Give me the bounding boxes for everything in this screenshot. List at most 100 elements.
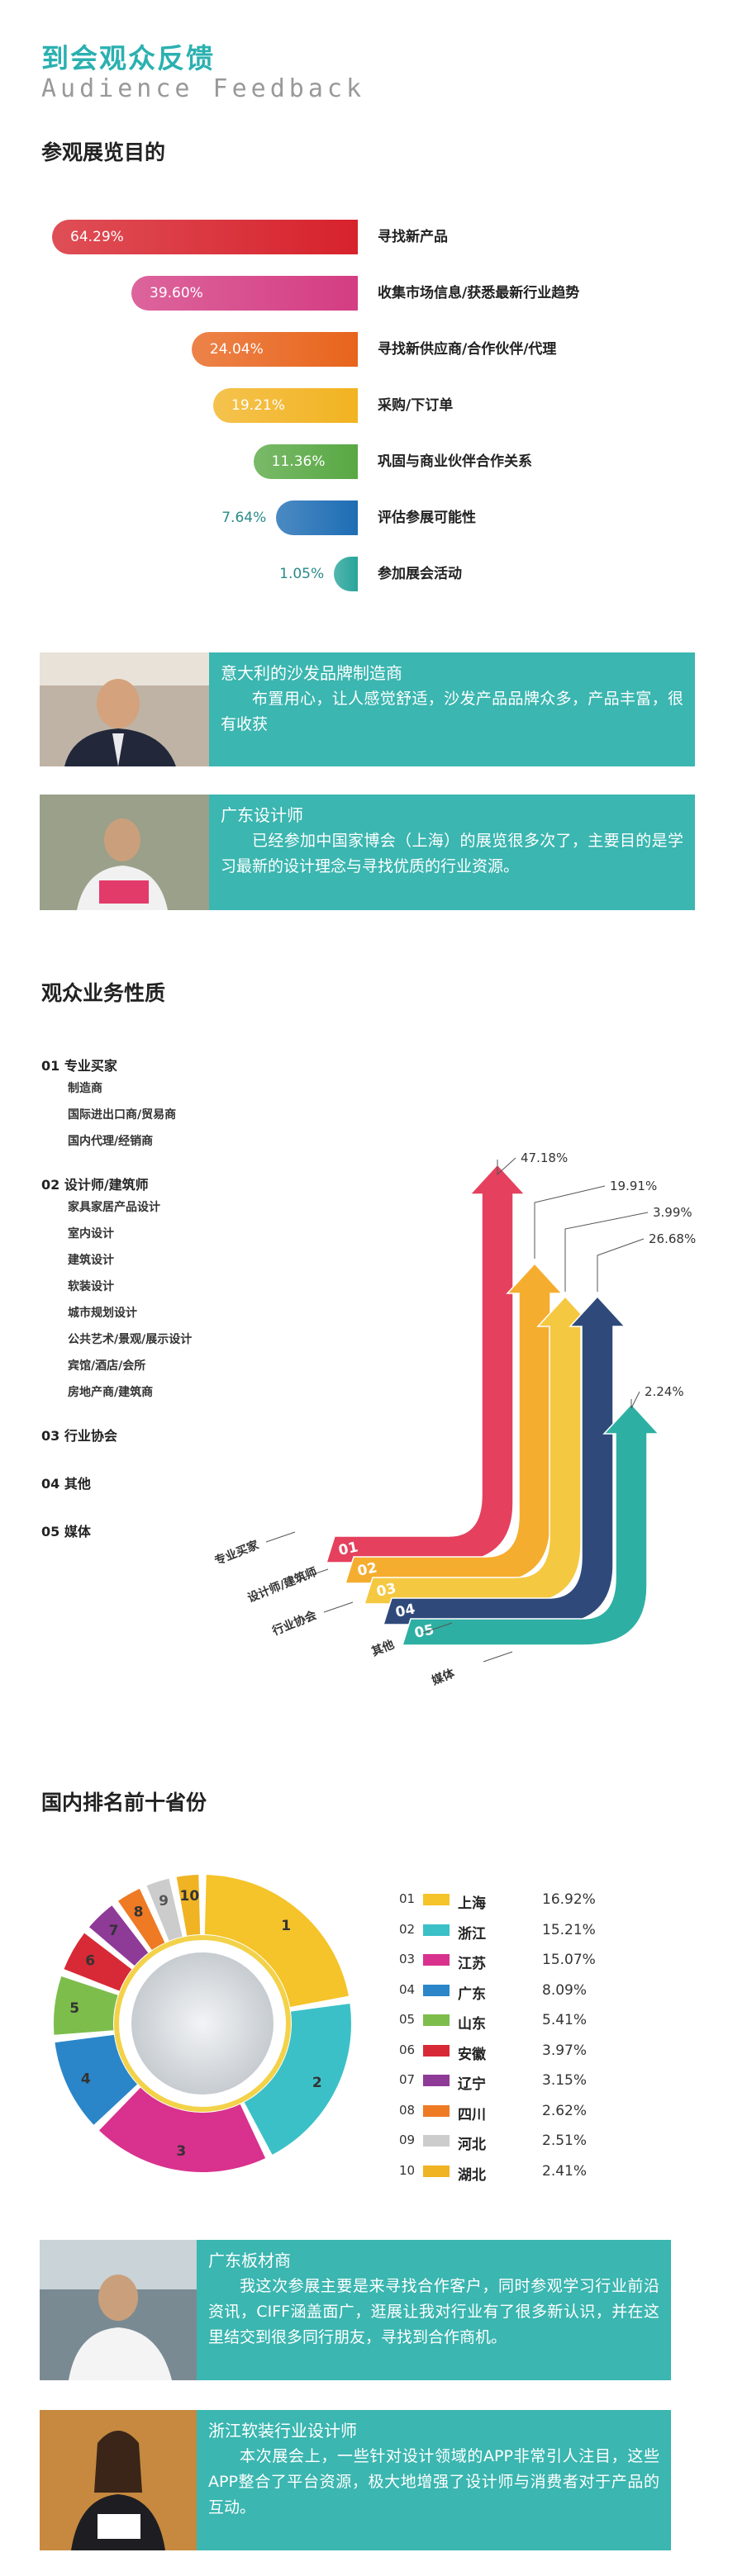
business-value-label: 26.68% [649, 1231, 696, 1246]
business-group-label: 05 媒体 [41, 1524, 91, 1539]
purpose-bar-label: 采购/下订单 [378, 397, 454, 414]
business-sub-item: 城市规划设计 [68, 1307, 137, 1320]
purpose-bar: 11.36% [253, 444, 358, 479]
testimonial-name: 浙江软装行业设计师 [208, 2421, 357, 2441]
province-slice-label: 5 [69, 2000, 79, 2017]
province-value: 2.51% [542, 2132, 588, 2149]
province-rank-number: 08 [399, 2102, 416, 2118]
province-rank-number: 06 [399, 2042, 416, 2057]
province-slice-label: 9 [159, 1893, 169, 1909]
province-slice [117, 1888, 165, 1951]
province-name: 四川 [458, 2106, 486, 2123]
business-sub-item: 宾馆/酒店/会所 [68, 1359, 146, 1373]
province-slice [244, 2003, 351, 2155]
purpose-bar [276, 500, 358, 535]
business-arrow [325, 1163, 526, 1563]
province-color-swatch [423, 1984, 450, 1996]
purpose-bar-label: 评估参展可能性 [378, 510, 476, 526]
purpose-bar-label: 参加展会活动 [378, 566, 462, 582]
business-leader-line [564, 1212, 649, 1292]
business-value-label: 47.18% [521, 1150, 568, 1165]
province-slice [204, 1875, 349, 2007]
business-sub-item: 建筑设计 [68, 1254, 114, 1267]
province-rank-number: 01 [399, 1891, 416, 1906]
business-value-label: 3.99% [653, 1205, 692, 1220]
purpose-bar-label: 寻找新供应商/合作伙伴/代理 [378, 341, 557, 358]
purpose-bar: 64.29% [52, 220, 358, 254]
business-group-label: 02 设计师/建筑师 [41, 1177, 149, 1193]
province-rank-number: 03 [399, 1952, 416, 1966]
province-slice [146, 1878, 183, 1941]
business-category-tick [298, 1568, 329, 1580]
province-rank-number: 05 [399, 2012, 416, 2027]
testimonial-text: 布置用心，让人感觉舒适，沙发产品品牌众多，产品丰富，很有收获 [221, 690, 683, 733]
business-category-tick [265, 1531, 296, 1543]
business-sub-item: 公共艺术/景观/展示设计 [68, 1333, 193, 1346]
province-slice-label: 1 [281, 1918, 291, 1934]
business-value-label: 19.91% [610, 1179, 657, 1193]
province-value: 2.62% [542, 2102, 588, 2119]
donut-ring-outer [114, 1935, 291, 2112]
purpose-bar-label: 寻找新产品 [378, 229, 448, 245]
business-category-tick [483, 1651, 513, 1663]
business-arrow-code: 01 [337, 1539, 359, 1558]
testimonial-text: 我这次参展主要是来寻找合作客户，同时参观学习行业前沿资讯，CIFF涵盖面广，逛展… [208, 2277, 659, 2346]
province-slice [55, 2034, 138, 2125]
business-group-label: 04 其他 [41, 1476, 91, 1492]
province-value: 3.97% [542, 2042, 588, 2059]
person-photo-icon [40, 652, 209, 766]
page-title: 到会观众反馈 [41, 42, 215, 74]
testimonial-card: 广东设计师 已经参加中国家博会（上海）的展览很多次了，主要目的是学习最新的设计理… [209, 795, 695, 910]
purpose-bar: 39.60% [131, 276, 358, 311]
province-rank-number: 04 [399, 1981, 416, 1997]
business-category-label: 其他 [369, 1637, 396, 1658]
province-name: 广东 [458, 1985, 486, 2003]
province-value: 3.15% [542, 2072, 588, 2089]
testimonial-card: 意大利的沙发品牌制造商 布置用心，让人感觉舒适，沙发产品品牌众多，产品丰富，很有… [209, 652, 695, 766]
province-rank-number: 10 [399, 2162, 416, 2178]
province-value: 15.07% [542, 1952, 596, 1968]
province-value: 5.41% [542, 2012, 588, 2028]
business-sub-item: 软装设计 [68, 1280, 114, 1293]
testimonial-photo-soft-decor-designer [40, 2410, 197, 2550]
business-leader-line [597, 1238, 645, 1292]
testimonial-photo-italian-manufacturer [40, 652, 209, 766]
purpose-bar: 19.21% [213, 388, 358, 423]
province-color-swatch [423, 2165, 450, 2177]
purpose-bar-value: 1.05% [279, 566, 325, 582]
testimonial-photo-board-dealer [40, 2240, 197, 2380]
province-color-swatch [423, 2075, 450, 2086]
donut-center [131, 1952, 274, 2094]
testimonial-card: 浙江软装行业设计师 本次展会上，一些针对设计领域的APP非常引人注目，这些APP… [197, 2410, 671, 2550]
province-value: 16.92% [542, 1891, 596, 1908]
province-name: 山东 [458, 2016, 486, 2033]
testimonial-text: 已经参加中国家博会（上海）的展览很多次了，主要目的是学习最新的设计理念与寻找优质… [221, 832, 683, 875]
province-color-swatch [423, 2135, 450, 2147]
province-name: 安徽 [458, 2046, 486, 2063]
province-color-swatch [423, 2044, 450, 2057]
province-slice [88, 1905, 149, 1966]
person-photo-icon [40, 2410, 197, 2550]
business-value-label: 2.24% [645, 1384, 684, 1399]
purpose-section-title: 参观展览目的 [41, 140, 166, 164]
province-value: 15.21% [542, 1921, 596, 1938]
business-sub-item: 国内代理/经销商 [68, 1135, 154, 1148]
province-color-swatch [423, 2104, 450, 2117]
provinces-section-title: 国内排名前十省份 [41, 1791, 207, 1815]
business-arrow-svg: 01 47.18% 02 19.91% 03 3.99% 04 26.68% 05 2.24% 专业… [212, 1150, 696, 1688]
business-arrow-code: 03 [375, 1580, 397, 1600]
business-arrow-code: 04 [394, 1601, 416, 1621]
testimonial-name: 广东板材商 [208, 2251, 291, 2270]
province-value: 2.41% [542, 2162, 588, 2180]
testimonial-name: 广东设计师 [221, 805, 303, 825]
province-name: 河北 [458, 2137, 486, 2153]
business-category-label: 专业买家 [212, 1538, 261, 1568]
business-sub-item: 国际进出口商/贸易商 [68, 1108, 177, 1122]
business-category-label: 媒体 [429, 1666, 457, 1688]
business-category-label: 行业协会 [269, 1608, 319, 1639]
business-section-title: 观众业务性质 [41, 981, 166, 1005]
testimonial-text: 本次展会上，一些针对设计领域的APP非常引人注目，这些APP整合了平台资源，极大… [208, 2447, 659, 2517]
province-slice-label: 7 [109, 1923, 119, 1939]
province-rank-number: 02 [399, 1921, 416, 1937]
